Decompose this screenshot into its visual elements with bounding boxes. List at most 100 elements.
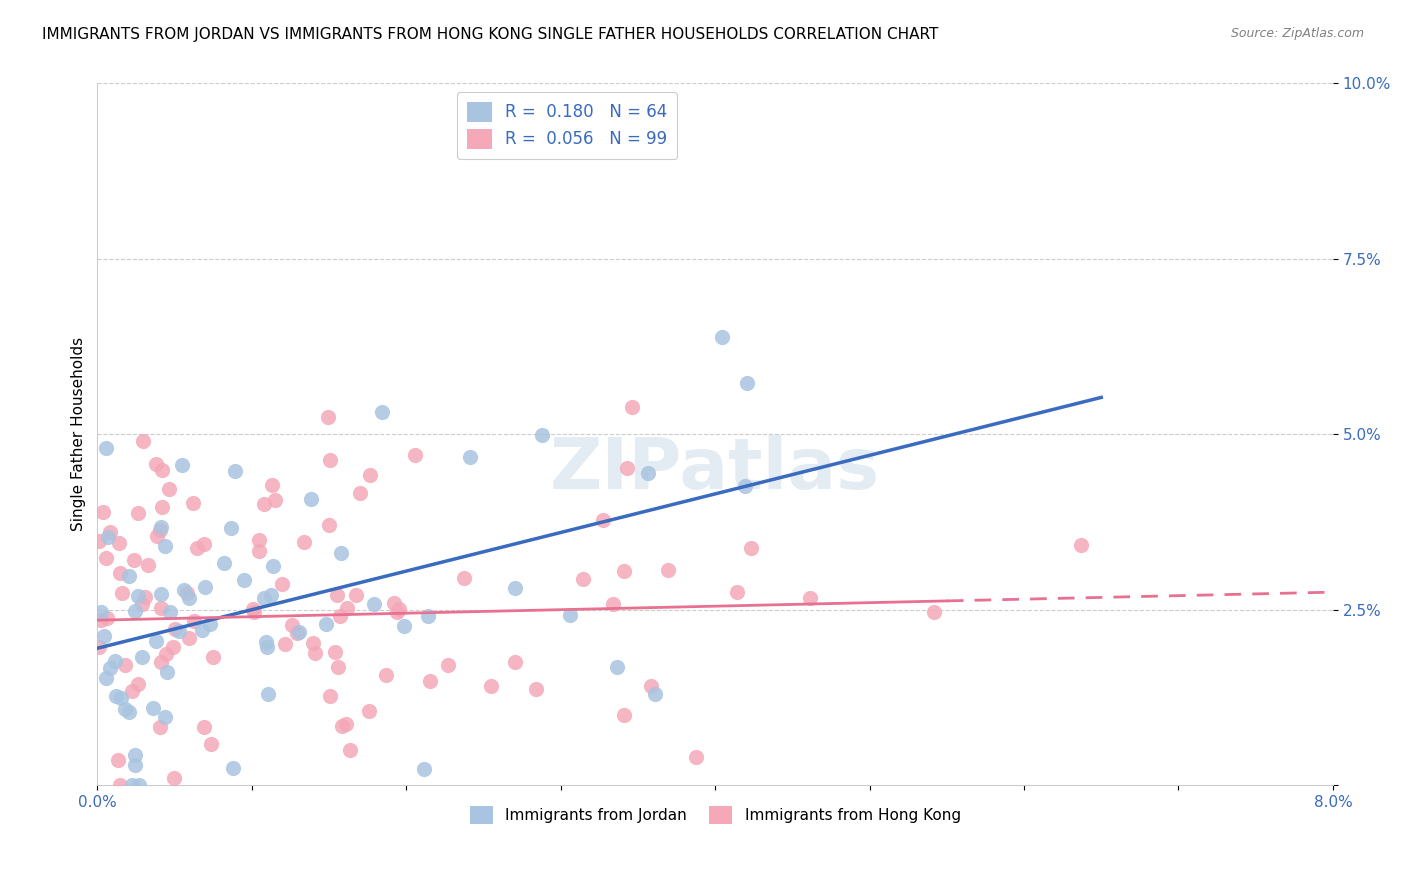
Point (458, 450, 481, 464)
Point (94, 441, 117, 455)
Point (922, 605, 945, 619)
Text: Source: ZipAtlas.com: Source: ZipAtlas.com (1230, 27, 1364, 40)
Point (127, 506, 149, 520)
Point (735, 376, 758, 391)
Point (613, 708, 636, 723)
Point (224, 464, 246, 478)
Point (335, 716, 357, 731)
Point (256, 640, 278, 654)
Point (657, 563, 679, 577)
Point (281, 617, 304, 632)
Point (242, 602, 264, 616)
Point (173, 583, 195, 598)
Point (294, 535, 316, 549)
Point (90, 606, 112, 620)
Point (339, 743, 361, 757)
Point (233, 574, 256, 588)
Point (98, 661, 121, 675)
Point (318, 410, 340, 425)
Point (111, 586, 134, 600)
Point (418, 609, 440, 624)
Point (247, 533, 270, 547)
Point (302, 636, 325, 650)
Point (200, 616, 222, 631)
Point (315, 616, 337, 631)
Point (524, 681, 547, 696)
Point (734, 479, 756, 493)
Point (419, 673, 441, 688)
Point (87, 533, 110, 548)
Point (620, 400, 643, 414)
Point (262, 478, 284, 492)
Point (149, 655, 172, 669)
Point (437, 658, 460, 673)
Point (128, 778, 150, 792)
Point (325, 645, 347, 659)
Point (136, 558, 159, 572)
Point (131, 598, 153, 612)
Point (616, 461, 638, 475)
Point (108, 536, 131, 550)
Point (329, 609, 352, 624)
Point (194, 580, 217, 594)
Point (131, 434, 153, 449)
Point (124, 748, 146, 763)
Point (243, 605, 266, 619)
Point (572, 572, 595, 586)
Point (181, 496, 204, 510)
Point (149, 523, 172, 537)
Point (153, 709, 176, 723)
Point (97, 530, 120, 544)
Text: IMMIGRANTS FROM JORDAN VS IMMIGRANTS FROM HONG KONG SINGLE FATHER HOUSEHOLDS COR: IMMIGRANTS FROM JORDAN VS IMMIGRANTS FRO… (42, 27, 939, 42)
Point (193, 720, 215, 734)
Point (359, 704, 381, 718)
Point (359, 467, 381, 482)
Point (326, 659, 349, 673)
Point (260, 588, 283, 602)
Point (134, 591, 156, 605)
Point (150, 463, 173, 477)
Point (157, 482, 180, 496)
Point (155, 665, 177, 680)
Text: ZIPatlas: ZIPatlas (550, 434, 880, 504)
Point (606, 660, 628, 674)
Point (105, 690, 128, 704)
Point (349, 486, 371, 500)
Point (531, 428, 554, 442)
Point (89, 640, 111, 654)
Point (404, 448, 426, 462)
Point (121, 778, 143, 792)
Point (318, 452, 340, 467)
Point (176, 585, 198, 599)
Point (186, 541, 208, 556)
Point (183, 615, 205, 629)
Point (374, 668, 396, 682)
Point (202, 649, 225, 664)
Point (479, 680, 502, 694)
Point (114, 702, 136, 716)
Point (131, 649, 153, 664)
Point (127, 589, 149, 603)
Point (285, 625, 308, 640)
Point (602, 597, 624, 611)
Point (270, 577, 292, 591)
Point (150, 601, 173, 615)
Point (162, 640, 184, 655)
Point (503, 581, 526, 595)
Point (98, 524, 121, 539)
Point (413, 762, 436, 776)
Point (145, 457, 167, 471)
Point (142, 701, 165, 715)
Point (387, 605, 409, 619)
Point (287, 625, 309, 640)
Point (200, 737, 222, 751)
Point (330, 546, 353, 560)
Point (613, 564, 636, 578)
Point (150, 587, 173, 601)
Point (108, 566, 131, 581)
Point (122, 552, 145, 566)
Point (256, 687, 278, 701)
Point (167, 624, 190, 638)
Point (274, 637, 297, 651)
Point (124, 757, 146, 772)
